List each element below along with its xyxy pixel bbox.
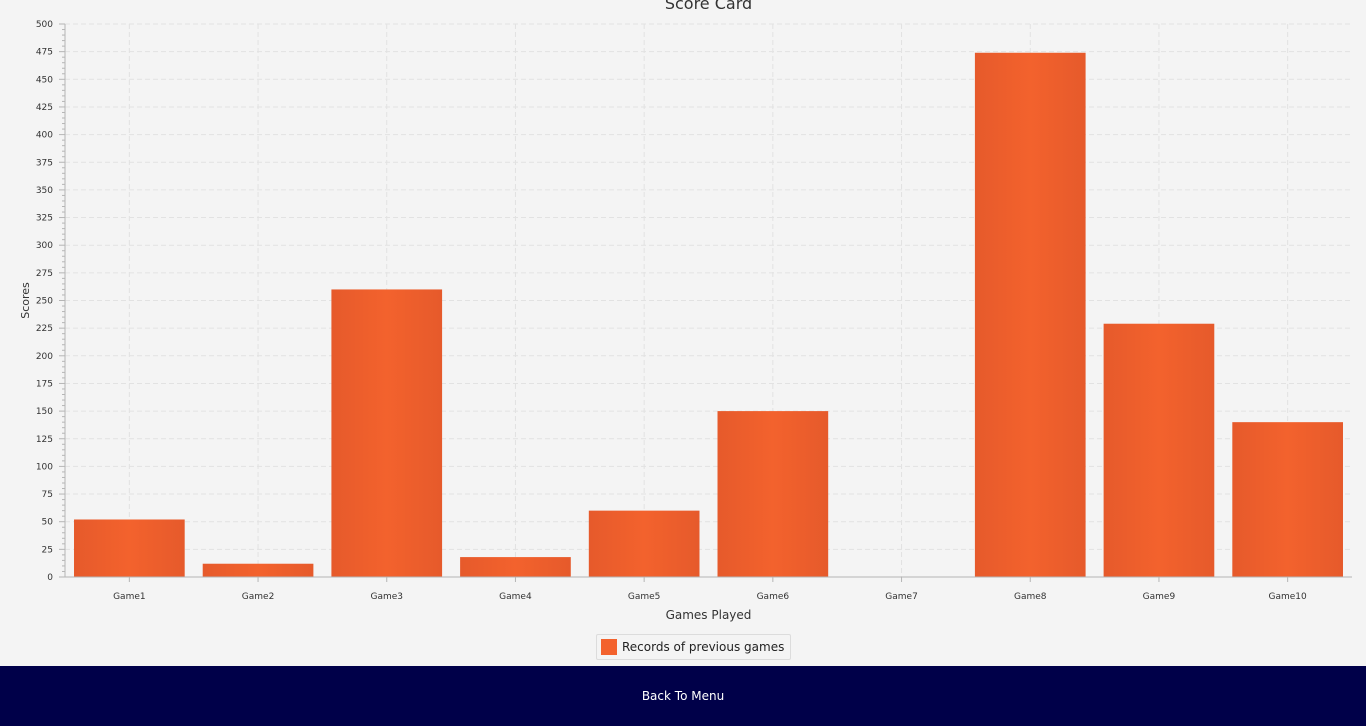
bottom-bar: Back To Menu xyxy=(0,666,1366,726)
x-tick-label: Game4 xyxy=(499,592,532,602)
y-axis-label: Scores xyxy=(19,282,32,319)
y-tick-label: 275 xyxy=(36,269,53,279)
x-tick-label: Game1 xyxy=(113,592,146,602)
y-tick-label: 75 xyxy=(42,490,53,500)
chart-legend: Records of previous games xyxy=(596,634,792,660)
y-tick-label: 100 xyxy=(36,462,53,472)
y-tick-label: 375 xyxy=(36,158,53,168)
bar-game5 xyxy=(588,510,700,577)
score-card-chart: Score Card 0 25 50 75 100 125 150 175 200 225 250 27… xyxy=(19,0,1352,660)
y-tick-label: 0 xyxy=(47,573,53,583)
y-tick-label: 150 xyxy=(36,407,53,417)
chart-title: Score Card xyxy=(665,0,752,13)
y-tick-label: 500 xyxy=(36,20,53,30)
back-to-menu-button[interactable]: Back To Menu xyxy=(610,682,756,710)
bar-game6 xyxy=(717,411,829,577)
x-axis-label: Games Played xyxy=(666,608,752,622)
y-tick-label: 200 xyxy=(36,352,53,362)
bar-game8 xyxy=(974,52,1086,578)
y-tick-label: 350 xyxy=(36,186,53,196)
legend-swatch xyxy=(601,639,617,655)
x-tick-label: Game3 xyxy=(370,592,403,602)
bar-game4 xyxy=(460,557,571,577)
x-tick-label: Game8 xyxy=(1014,592,1047,602)
x-tick-label: Game7 xyxy=(885,592,918,602)
bar-game3 xyxy=(331,289,443,577)
y-tick-label: 125 xyxy=(36,435,53,445)
x-tick-label: Game6 xyxy=(757,592,790,602)
y-tick-label: 450 xyxy=(36,75,53,85)
x-tick-label: Game9 xyxy=(1143,592,1176,602)
bar-game2 xyxy=(202,563,314,577)
x-tick-label: Game2 xyxy=(242,592,275,602)
y-tick-label: 175 xyxy=(36,379,53,389)
y-tick-label: 425 xyxy=(36,103,53,113)
x-tick-label: Game5 xyxy=(628,592,661,602)
y-tick-label: 475 xyxy=(36,48,53,58)
y-tick-label: 225 xyxy=(36,324,53,334)
y-tick-label: 25 xyxy=(42,545,53,555)
y-tick-label: 300 xyxy=(36,241,53,251)
bar-game1 xyxy=(74,519,185,577)
legend-label: Records of previous games xyxy=(622,640,785,654)
y-tick-label: 250 xyxy=(36,297,53,307)
y-tick-label: 325 xyxy=(36,214,53,224)
y-tick-label: 50 xyxy=(42,518,54,528)
x-tick-label: Game10 xyxy=(1269,592,1308,602)
y-tick-label: 400 xyxy=(36,131,53,141)
bar-game10 xyxy=(1232,422,1343,577)
chart-canvas: Score Card 0 25 50 75 100 125 150 175 200 225 250 27… xyxy=(19,0,1352,622)
bar-game9 xyxy=(1103,323,1215,577)
